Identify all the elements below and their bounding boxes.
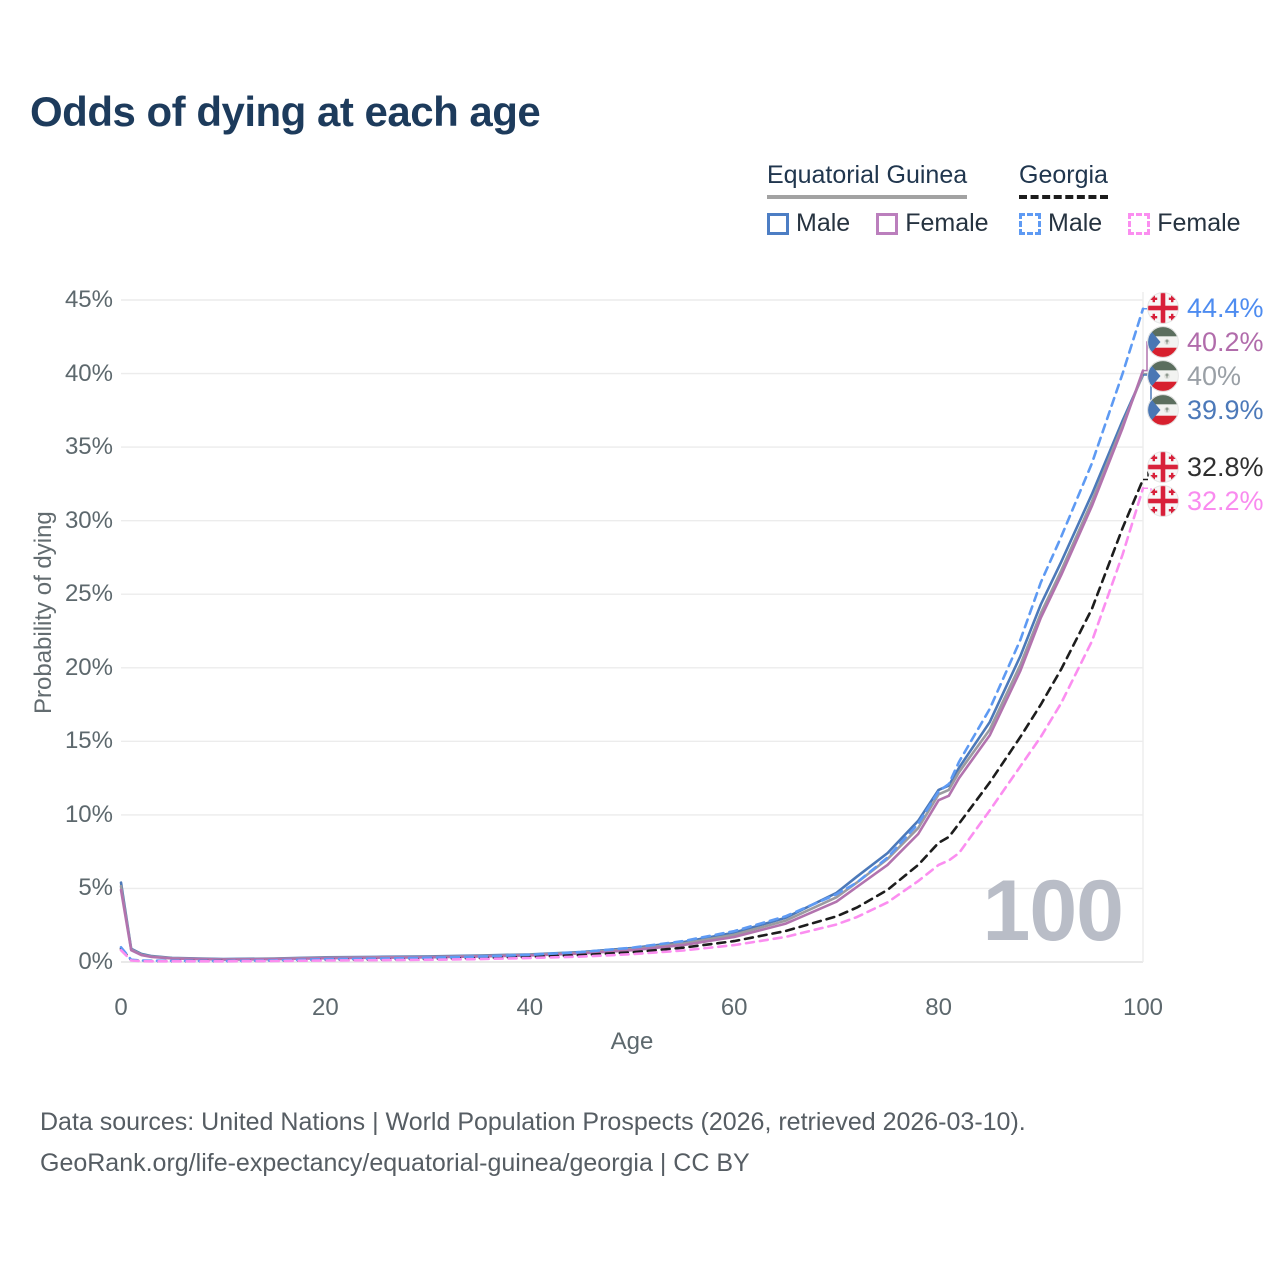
x-axis-title: Age [610,1028,654,1055]
georgia-flag-icon [1147,292,1179,324]
end-value-georgia-male: 44.4% [1187,292,1264,323]
data-sources-note: Data sources: United Nations | World Pop… [40,1108,1026,1136]
end-label-georgia-both: 32.8% [1146,450,1264,484]
legend-item-label: Female [1157,209,1241,237]
equatorial-guinea-flag-icon [1147,394,1179,426]
x-tick-label: 80 [925,994,952,1021]
y-tick-label: 0% [78,948,113,975]
end-value-equatorial-guinea-male: 39.9% [1187,394,1264,425]
legend-item-eq-female[interactable]: Female [876,209,989,238]
y-axis-title: Probability of dying [30,511,57,714]
legend-group-equatorial-guinea: Equatorial Guinea Male Female [767,161,989,238]
legend-item-label: Female [905,209,989,237]
legend-item-ge-female[interactable]: Female [1128,209,1241,238]
age-counter-watermark: 100 [982,863,1124,959]
legend-item-label: Male [796,209,851,237]
legend-group-georgia: Georgia Male Female [1019,161,1241,238]
y-tick-label: 45% [64,286,113,313]
end-value-georgia-both: 32.8% [1187,451,1264,482]
end-value-georgia-female: 32.2% [1187,485,1264,516]
eq-male-line-swatch-icon [767,212,789,235]
georgia-flag-icon [1147,451,1179,483]
y-tick-label: 5% [78,874,113,902]
y-tick-label: 20% [64,653,113,681]
y-tick-label: 35% [64,433,113,461]
georgia-flag-icon [1147,485,1179,517]
end-value-equatorial-guinea-female: 40.2% [1187,326,1264,357]
equatorial-guinea-flag-icon [1147,360,1179,392]
end-value-equatorial-guinea-both: 40% [1187,360,1242,391]
end-label-equatorial-guinea-male: 39.9% [1146,393,1264,427]
legend-country-equatorial-guinea[interactable]: Equatorial Guinea [767,161,968,199]
x-tick-label: 0 [114,994,128,1021]
end-label-georgia-male: 44.4% [1146,291,1264,325]
series-line-georgia-male[interactable] [119,307,1145,963]
end-label-equatorial-guinea-both: 40% [1146,359,1241,393]
x-tick-label: 100 [1122,994,1164,1021]
y-tick-label: 25% [64,580,113,608]
end-label-georgia-female: 32.2% [1146,484,1264,518]
x-tick-label: 60 [720,994,748,1021]
leader-line-georgia-both [1143,466,1157,481]
equatorial-guinea-flag-icon [1147,326,1179,358]
x-tick-label: 40 [516,994,544,1021]
page-title: Odds of dying at each age [30,88,541,135]
legend-item-ge-male[interactable]: Male [1019,209,1102,238]
eq-female-line-swatch-icon [876,212,899,235]
ge-female-line-swatch-icon [1128,212,1151,235]
legend-item-eq-male[interactable]: Male [767,209,850,238]
legend-item-label: Male [1048,209,1103,237]
y-tick-label: 40% [64,359,113,387]
end-label-equatorial-guinea-female: 40.2% [1146,325,1264,359]
series-line-georgia-female[interactable] [119,487,1145,963]
series-line-equatorial-guinea-female[interactable] [119,369,1145,961]
leader-line-georgia-female [1143,487,1157,502]
ge-male-line-swatch-icon [1019,212,1041,235]
y-tick-label: 10% [64,800,113,828]
attribution-link[interactable]: GeoRank.org/life-expectancy/equatorial-g… [40,1149,750,1177]
legend-country-georgia[interactable]: Georgia [1019,161,1108,199]
y-tick-label: 30% [64,506,113,534]
y-tick-label: 15% [64,727,113,755]
x-tick-label: 20 [312,994,339,1021]
